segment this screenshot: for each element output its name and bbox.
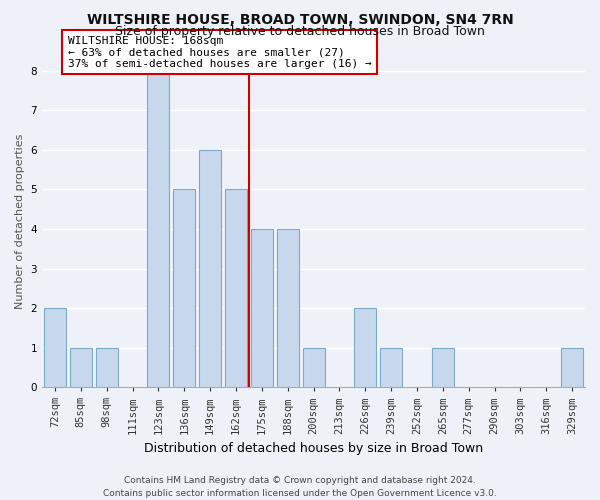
Bar bbox=[95, 348, 118, 387]
Text: WILTSHIRE HOUSE: 168sqm
← 63% of detached houses are smaller (27)
37% of semi-de: WILTSHIRE HOUSE: 168sqm ← 63% of detache… bbox=[68, 36, 371, 69]
Text: WILTSHIRE HOUSE, BROAD TOWN, SWINDON, SN4 7RN: WILTSHIRE HOUSE, BROAD TOWN, SWINDON, SN… bbox=[86, 12, 514, 26]
Bar bbox=[354, 308, 376, 387]
Bar bbox=[432, 348, 454, 387]
Bar bbox=[251, 229, 273, 387]
Text: Contains HM Land Registry data © Crown copyright and database right 2024.
Contai: Contains HM Land Registry data © Crown c… bbox=[103, 476, 497, 498]
Bar bbox=[148, 71, 169, 387]
Bar bbox=[561, 348, 583, 387]
Y-axis label: Number of detached properties: Number of detached properties bbox=[15, 134, 25, 309]
Bar bbox=[225, 190, 247, 387]
Bar bbox=[302, 348, 325, 387]
Bar bbox=[277, 229, 299, 387]
X-axis label: Distribution of detached houses by size in Broad Town: Distribution of detached houses by size … bbox=[144, 442, 483, 455]
Bar bbox=[173, 190, 195, 387]
Bar bbox=[380, 348, 402, 387]
Bar bbox=[70, 348, 92, 387]
Text: Size of property relative to detached houses in Broad Town: Size of property relative to detached ho… bbox=[115, 25, 485, 38]
Bar bbox=[199, 150, 221, 387]
Bar bbox=[44, 308, 66, 387]
